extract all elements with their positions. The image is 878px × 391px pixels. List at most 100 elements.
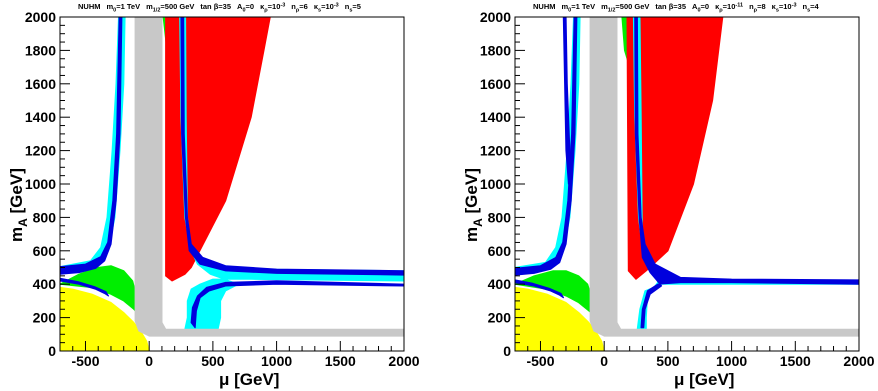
- y-tick-label: 1800: [25, 42, 56, 58]
- title-part: =5: [352, 2, 361, 11]
- title-part: =0: [701, 2, 710, 11]
- y-axis-unit: [GeV]: [7, 168, 26, 218]
- title-part: =0: [246, 2, 255, 11]
- blue-region-9: [562, 17, 572, 185]
- title-part: NUHM: [78, 2, 101, 11]
- title-part: -3: [334, 3, 339, 9]
- title-part: =500 GeV: [160, 2, 194, 11]
- title-part: ρ: [264, 8, 268, 14]
- title-part: κ: [715, 2, 720, 11]
- title-part: -11: [735, 3, 743, 9]
- y-tick-label: 1600: [480, 76, 511, 92]
- title-part: s: [807, 8, 810, 14]
- title-part: =10: [723, 2, 736, 11]
- title-part: s: [776, 8, 779, 14]
- title-part: m: [562, 2, 569, 11]
- y-axis-title: mA [GeV]: [7, 168, 30, 242]
- y-axis-title: mA [GeV]: [462, 168, 485, 242]
- title-part: tan β=35: [200, 2, 231, 11]
- x-tick-label: 500: [201, 353, 225, 369]
- y-tick-label: 1200: [480, 143, 511, 159]
- y-tick-label: 1400: [25, 109, 56, 125]
- panel-title: NUHM m0=1 TeV m1/2=500 GeV tan β=35 A0=0 κρ=1…: [78, 2, 361, 14]
- x-tick-label: -500: [526, 353, 554, 369]
- x-axis-title: μ [GeV]: [219, 370, 279, 389]
- title-part: tan β=35: [655, 2, 686, 11]
- title-part: 0: [568, 8, 571, 14]
- y-tick-label: 1600: [25, 76, 56, 92]
- title-part: s: [318, 8, 321, 14]
- title-part: κ: [772, 2, 777, 11]
- y-tick-label: 0: [503, 343, 511, 359]
- title-part: =10: [779, 2, 792, 11]
- title-part: =6: [299, 2, 308, 11]
- title-part: =500 GeV: [615, 2, 649, 11]
- title-part: s: [349, 8, 352, 14]
- y-axis-symbol: m: [462, 227, 481, 242]
- title-part: =4: [810, 2, 819, 11]
- blue-region-8: [634, 17, 859, 329]
- blue-region-9: [190, 280, 404, 329]
- title-part: A: [692, 2, 698, 11]
- y-tick-label: 1800: [480, 42, 511, 58]
- y-axis-symbol: m: [7, 227, 26, 242]
- title-part: n: [291, 2, 296, 11]
- x-tick-label: 0: [145, 353, 153, 369]
- x-tick-label: 0: [600, 353, 608, 369]
- left-plot-panel: -500 0 500 1000 1500 2000 0 200 400 600 800 1000 120…: [7, 2, 420, 389]
- title-part: n: [345, 2, 350, 11]
- y-tick-label: 200: [488, 310, 512, 326]
- x-tick-label: 1500: [325, 353, 356, 369]
- title-part: m: [146, 2, 153, 11]
- title-part: n: [749, 2, 754, 11]
- y-tick-label: 400: [33, 276, 57, 292]
- red-region-3: [626, 17, 724, 280]
- y-tick-label: 1000: [25, 176, 56, 192]
- gray-region-10: [589, 17, 859, 337]
- x-tick-label: 1000: [261, 353, 292, 369]
- title-part: m: [601, 2, 608, 11]
- title-part: κ: [314, 2, 319, 11]
- title-part: 0: [697, 8, 700, 14]
- title-part: =8: [757, 2, 766, 11]
- red-region-3: [165, 17, 271, 282]
- y-tick-label: 400: [488, 276, 512, 292]
- title-part: =10: [321, 2, 334, 11]
- y-tick-label: 2000: [25, 9, 56, 25]
- x-axis-title: μ [GeV]: [674, 370, 734, 389]
- y-tick-label: 1400: [480, 109, 511, 125]
- title-part: A: [237, 2, 243, 11]
- regions-group: [60, 17, 404, 351]
- x-tick-label: -500: [71, 353, 99, 369]
- title-part: 0: [242, 8, 245, 14]
- x-tick-label: 1000: [716, 353, 747, 369]
- y-tick-label: 600: [488, 243, 512, 259]
- gray-region-10: [134, 17, 404, 337]
- y-tick-label: 0: [48, 343, 56, 359]
- blue-region-6: [60, 17, 123, 275]
- y-tick-label: 1200: [25, 143, 56, 159]
- title-part: 1/2: [153, 8, 161, 14]
- yellow-region-0: [60, 286, 150, 351]
- title-part: =10: [268, 2, 281, 11]
- blue-region-8: [180, 17, 404, 276]
- title-part: =1 TeV: [571, 2, 595, 11]
- y-tick-label: 800: [488, 209, 512, 225]
- title-part: -3: [280, 3, 285, 9]
- blue-region-6: [515, 17, 578, 276]
- panel-title: NUHM m0=1 TeV m1/2=500 GeV tan β=35 A0=0 κρ=1…: [533, 2, 820, 14]
- y-tick-label: 800: [33, 209, 57, 225]
- x-tick-label: 500: [656, 353, 680, 369]
- title-part: =1 TeV: [116, 2, 140, 11]
- y-tick-label: 600: [33, 243, 57, 259]
- title-part: -3: [792, 3, 797, 9]
- title-part: ρ: [754, 8, 758, 14]
- title-part: 1/2: [608, 8, 616, 14]
- y-axis-subscript: A: [16, 218, 30, 227]
- title-part: ρ: [296, 8, 300, 14]
- title-part: 0: [113, 8, 116, 14]
- x-tick-label: 1500: [780, 353, 811, 369]
- right-plot-panel: -500 0 500 1000 1500 2000 0 200 400 600 800 1000 120…: [462, 2, 875, 389]
- y-axis-subscript: A: [471, 218, 485, 227]
- blue-region-7: [515, 279, 565, 299]
